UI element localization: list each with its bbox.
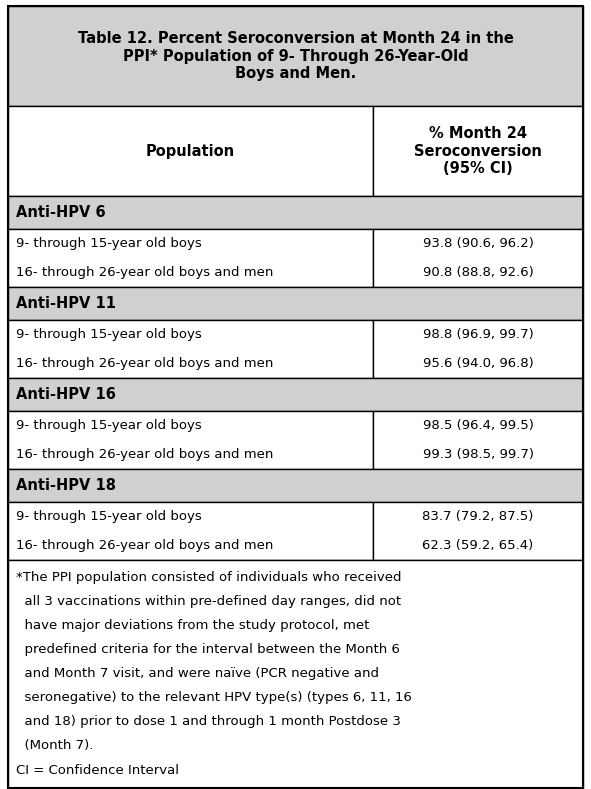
Bar <box>8 287 583 320</box>
Text: 98.8 (96.9, 99.7): 98.8 (96.9, 99.7) <box>423 328 534 341</box>
Text: CI = Confidence Interval: CI = Confidence Interval <box>16 764 179 776</box>
Text: 9- through 15-year old boys: 9- through 15-year old boys <box>16 328 202 341</box>
Bar <box>8 106 373 196</box>
Bar <box>373 411 583 469</box>
Text: seronegative) to the relevant HPV type(s) (types 6, 11, 16: seronegative) to the relevant HPV type(s… <box>16 691 412 705</box>
Text: 95.6 (94.0, 96.8): 95.6 (94.0, 96.8) <box>423 357 534 370</box>
Text: 98.5 (96.4, 99.5): 98.5 (96.4, 99.5) <box>423 419 534 432</box>
Text: have major deviations from the study protocol, met: have major deviations from the study pro… <box>16 619 369 633</box>
Text: 16- through 26-year old boys and men: 16- through 26-year old boys and men <box>16 448 274 461</box>
Bar <box>373 320 583 378</box>
Text: 9- through 15-year old boys: 9- through 15-year old boys <box>16 237 202 250</box>
Text: 16- through 26-year old boys and men: 16- through 26-year old boys and men <box>16 357 274 370</box>
Bar <box>8 378 583 411</box>
Text: Table 12. Percent Seroconversion at Month 24 in the
PPI* Population of 9- Throug: Table 12. Percent Seroconversion at Mont… <box>77 31 514 81</box>
Text: Anti-HPV 11: Anti-HPV 11 <box>16 296 116 311</box>
Bar <box>373 106 583 196</box>
Text: (Month 7).: (Month 7). <box>16 739 93 753</box>
Text: 16- through 26-year old boys and men: 16- through 26-year old boys and men <box>16 266 274 279</box>
Text: Anti-HPV 16: Anti-HPV 16 <box>16 387 116 402</box>
Text: 16- through 26-year old boys and men: 16- through 26-year old boys and men <box>16 539 274 552</box>
Text: and Month 7 visit, and were naïve (PCR negative and: and Month 7 visit, and were naïve (PCR n… <box>16 667 379 680</box>
Text: and 18) prior to dose 1 and through 1 month Postdose 3: and 18) prior to dose 1 and through 1 mo… <box>16 716 401 728</box>
Text: % Month 24
Seroconversion
(95% CI): % Month 24 Seroconversion (95% CI) <box>414 126 542 176</box>
Bar <box>8 6 583 106</box>
Text: *The PPI population consisted of individuals who received: *The PPI population consisted of individ… <box>16 571 401 585</box>
Text: 9- through 15-year old boys: 9- through 15-year old boys <box>16 419 202 432</box>
Bar <box>8 411 373 469</box>
Text: 9- through 15-year old boys: 9- through 15-year old boys <box>16 510 202 523</box>
Text: 90.8 (88.8, 92.6): 90.8 (88.8, 92.6) <box>423 266 534 279</box>
Bar <box>8 196 583 229</box>
Bar <box>8 560 583 788</box>
Bar <box>8 469 583 502</box>
Text: 99.3 (98.5, 99.7): 99.3 (98.5, 99.7) <box>423 448 534 461</box>
Text: all 3 vaccinations within pre-defined day ranges, did not: all 3 vaccinations within pre-defined da… <box>16 596 401 608</box>
Text: Anti-HPV 18: Anti-HPV 18 <box>16 478 116 493</box>
Bar <box>373 229 583 287</box>
Text: 62.3 (59.2, 65.4): 62.3 (59.2, 65.4) <box>423 539 534 552</box>
Text: 83.7 (79.2, 87.5): 83.7 (79.2, 87.5) <box>423 510 534 523</box>
Text: 93.8 (90.6, 96.2): 93.8 (90.6, 96.2) <box>423 237 534 250</box>
Bar <box>8 502 373 560</box>
Text: Population: Population <box>146 144 235 159</box>
Bar <box>373 502 583 560</box>
Bar <box>8 320 373 378</box>
Bar <box>8 229 373 287</box>
Text: predefined criteria for the interval between the Month 6: predefined criteria for the interval bet… <box>16 644 400 656</box>
Text: Anti-HPV 6: Anti-HPV 6 <box>16 205 106 220</box>
